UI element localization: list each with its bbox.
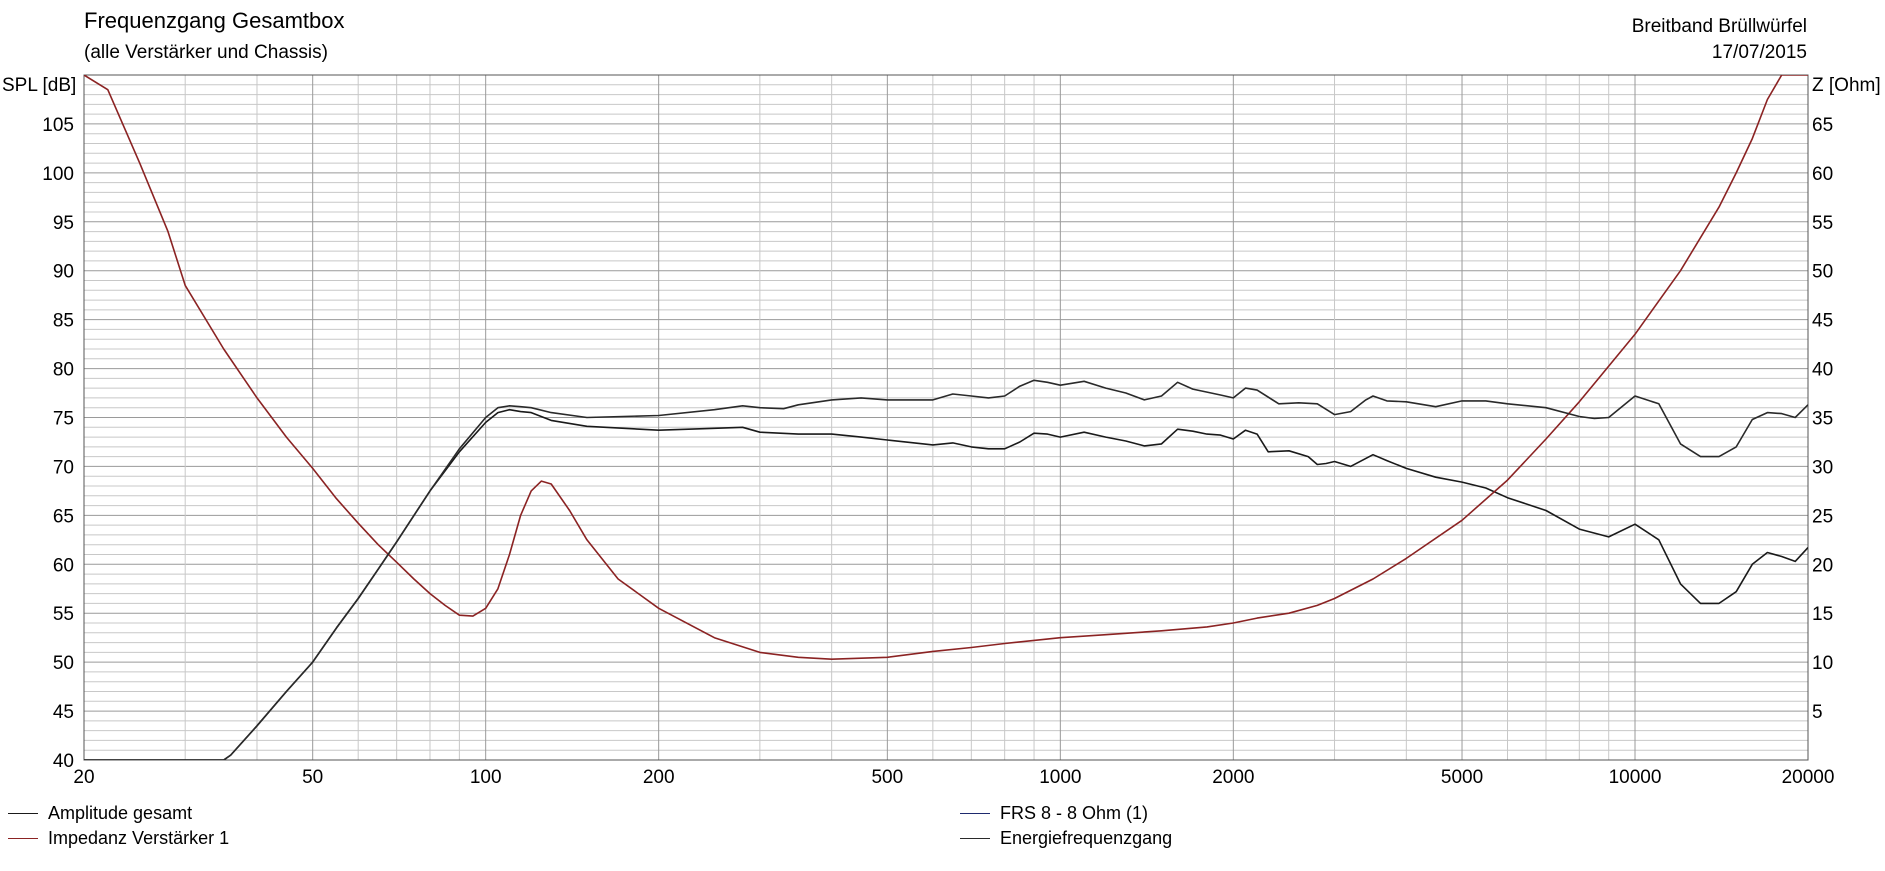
- y2-tick-label: 50: [1812, 262, 1833, 283]
- y2-tick-label: 35: [1812, 409, 1833, 430]
- x-tick-label: 50: [302, 767, 323, 788]
- y-tick-label: 80: [53, 360, 74, 381]
- y2-tick-label: 15: [1812, 604, 1833, 625]
- x-tick-label: 100: [470, 767, 502, 788]
- y2-tick-label: 65: [1812, 115, 1833, 136]
- chart-date: 17/07/2015: [1711, 42, 1807, 63]
- amplitude-gesamt-line: [84, 408, 1808, 760]
- x-tick-label: 10000: [1609, 767, 1662, 788]
- y-axis-label-left: SPL [dB]: [2, 75, 77, 96]
- legend-swatch: [960, 812, 990, 814]
- legend-swatch: [960, 837, 990, 839]
- chart-title: Frequenzgang Gesamtbox: [84, 8, 345, 33]
- x-tick-label: 2000: [1212, 767, 1254, 788]
- energiefrequenzgang-line: [84, 379, 1808, 760]
- y2-tick-label: 5: [1812, 702, 1823, 723]
- legend-label: Energiefrequenzgang: [1000, 827, 1173, 848]
- y2-tick-label: 30: [1812, 457, 1833, 478]
- x-tick-label: 5000: [1441, 767, 1483, 788]
- legend-item-frs: FRS 8 - 8 Ohm (1): [960, 801, 1148, 825]
- y-tick-label: 70: [53, 457, 74, 478]
- legend-swatch: [8, 812, 38, 814]
- y-tick-label: 60: [53, 555, 74, 576]
- y-tick-label: 50: [53, 653, 74, 674]
- x-tick-label: 20000: [1782, 767, 1835, 788]
- y2-tick-label: 20: [1812, 555, 1833, 576]
- impedanz-line: [84, 75, 1808, 660]
- y-tick-label: 90: [53, 262, 74, 283]
- x-tick-label: 20: [73, 767, 94, 788]
- y-tick-label: 100: [42, 164, 74, 185]
- legend-item-energy: Energiefrequenzgang: [960, 826, 1172, 850]
- y-tick-label: 65: [53, 506, 74, 527]
- y-tick-label: 55: [53, 604, 74, 625]
- y-tick-label: 85: [53, 311, 74, 332]
- legend-label: FRS 8 - 8 Ohm (1): [1000, 802, 1149, 823]
- y2-tick-label: 55: [1812, 213, 1833, 234]
- y-axis-label-right: Z [Ohm]: [1812, 75, 1881, 96]
- y2-tick-label: 10: [1812, 653, 1833, 674]
- legend-label: Impedanz Verstärker 1: [48, 827, 230, 848]
- y-tick-label: 95: [53, 213, 74, 234]
- legend-swatch: [8, 837, 38, 839]
- y2-tick-label: 25: [1812, 506, 1833, 527]
- y2-tick-label: 60: [1812, 164, 1833, 185]
- y-tick-label: 40: [53, 751, 74, 772]
- legend-label: Amplitude gesamt: [48, 802, 193, 823]
- x-tick-label: 500: [871, 767, 903, 788]
- y2-tick-label: 45: [1812, 311, 1833, 332]
- y2-tick-label: 40: [1812, 360, 1833, 381]
- x-tick-label: 200: [643, 767, 675, 788]
- plot-frame: [83, 74, 1809, 761]
- y-tick-label: 45: [53, 702, 74, 723]
- project-name: Breitband Brüllwürfel: [1631, 16, 1807, 37]
- legend-item-impedance: Impedanz Verstärker 1: [8, 826, 229, 850]
- x-tick-label: 1000: [1039, 767, 1081, 788]
- chart-subtitle: (alle Verstärker und Chassis): [84, 42, 328, 63]
- legend-item-amplitude: Amplitude gesamt: [8, 801, 192, 825]
- y-tick-label: 105: [42, 115, 74, 136]
- y-tick-label: 75: [53, 409, 74, 430]
